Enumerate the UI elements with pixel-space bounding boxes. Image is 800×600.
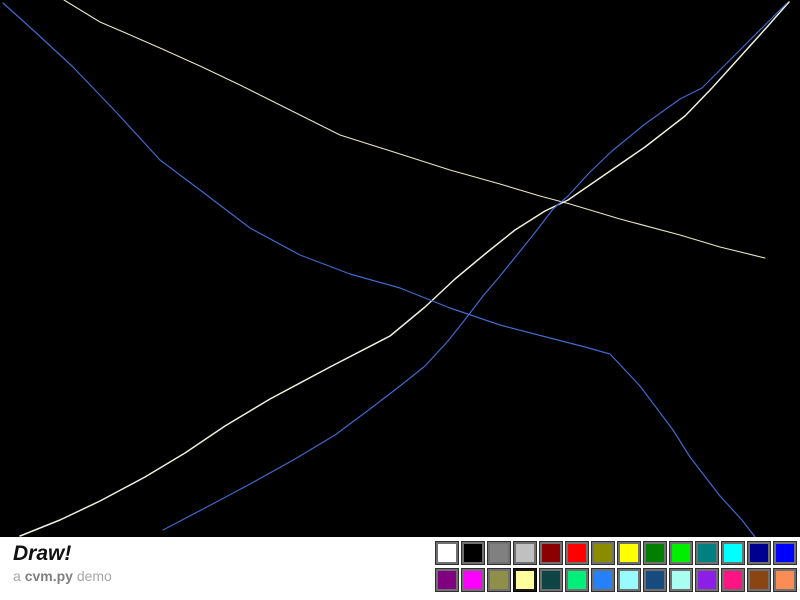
swatch-fill [698,571,716,589]
subtitle-suffix: demo [72,568,112,584]
stroke-light-diagonal-long [19,1,790,537]
swatch-fill [542,544,560,562]
swatch-fill [646,571,664,589]
app-title: Draw! [13,542,72,565]
color-swatch-selected[interactable] [513,568,537,592]
swatch-fill [776,571,794,589]
title-block: Draw! a cvm.py demo [13,542,112,585]
bottom-bar: Draw! a cvm.py demo [0,537,800,600]
swatch-fill [620,571,638,589]
swatch-fill [620,544,638,562]
swatch-fill [490,544,508,562]
color-swatch[interactable] [617,541,641,565]
swatch-fill [490,571,508,589]
color-swatch[interactable] [695,568,719,592]
stroke-light-curve-upper [63,0,766,259]
swatch-fill [698,544,716,562]
swatch-fill [724,544,742,562]
swatch-fill [672,571,690,589]
color-swatch[interactable] [435,568,459,592]
swatch-fill [724,571,742,589]
color-swatch[interactable] [487,568,511,592]
color-swatch[interactable] [695,541,719,565]
color-swatch[interactable] [721,541,745,565]
color-swatch[interactable] [461,541,485,565]
color-swatch[interactable] [565,541,589,565]
swatch-fill [464,544,482,562]
swatch-fill [646,544,664,562]
swatch-fill [516,571,534,589]
swatch-fill [542,571,560,589]
color-swatch[interactable] [643,568,667,592]
color-swatch[interactable] [721,568,745,592]
swatch-fill [516,544,534,562]
color-swatch[interactable] [747,568,771,592]
swatch-fill [594,544,612,562]
swatch-fill [568,544,586,562]
color-swatch[interactable] [565,568,589,592]
swatch-fill [776,544,794,562]
color-swatch[interactable] [773,541,797,565]
color-swatch[interactable] [591,541,615,565]
color-palette [435,541,797,592]
stroke-blue-curve-topleft-to-bottomright [2,2,756,537]
stroke-blue-diagonal-bottomleft-to-topright [162,3,787,531]
swatch-fill [750,544,768,562]
swatch-fill [594,571,612,589]
color-swatch[interactable] [591,568,615,592]
app-subtitle: a cvm.py demo [13,568,112,585]
subtitle-brand: cvm.py [24,568,73,584]
swatch-fill [750,571,768,589]
swatch-fill [464,571,482,589]
color-swatch[interactable] [773,568,797,592]
color-swatch[interactable] [669,568,693,592]
color-swatch[interactable] [539,541,563,565]
color-swatch[interactable] [747,541,771,565]
color-swatch[interactable] [617,568,641,592]
subtitle-prefix: a [13,568,25,584]
swatch-fill [438,544,456,562]
color-swatch[interactable] [487,541,511,565]
swatch-fill [672,544,690,562]
swatch-fill [438,571,456,589]
color-swatch[interactable] [669,541,693,565]
stroke-layer [2,0,790,537]
color-swatch[interactable] [643,541,667,565]
color-swatch[interactable] [539,568,563,592]
color-swatch[interactable] [435,541,459,565]
color-swatch[interactable] [461,568,485,592]
swatch-fill [568,571,586,589]
color-swatch[interactable] [513,541,537,565]
drawing-canvas[interactable] [0,0,800,537]
